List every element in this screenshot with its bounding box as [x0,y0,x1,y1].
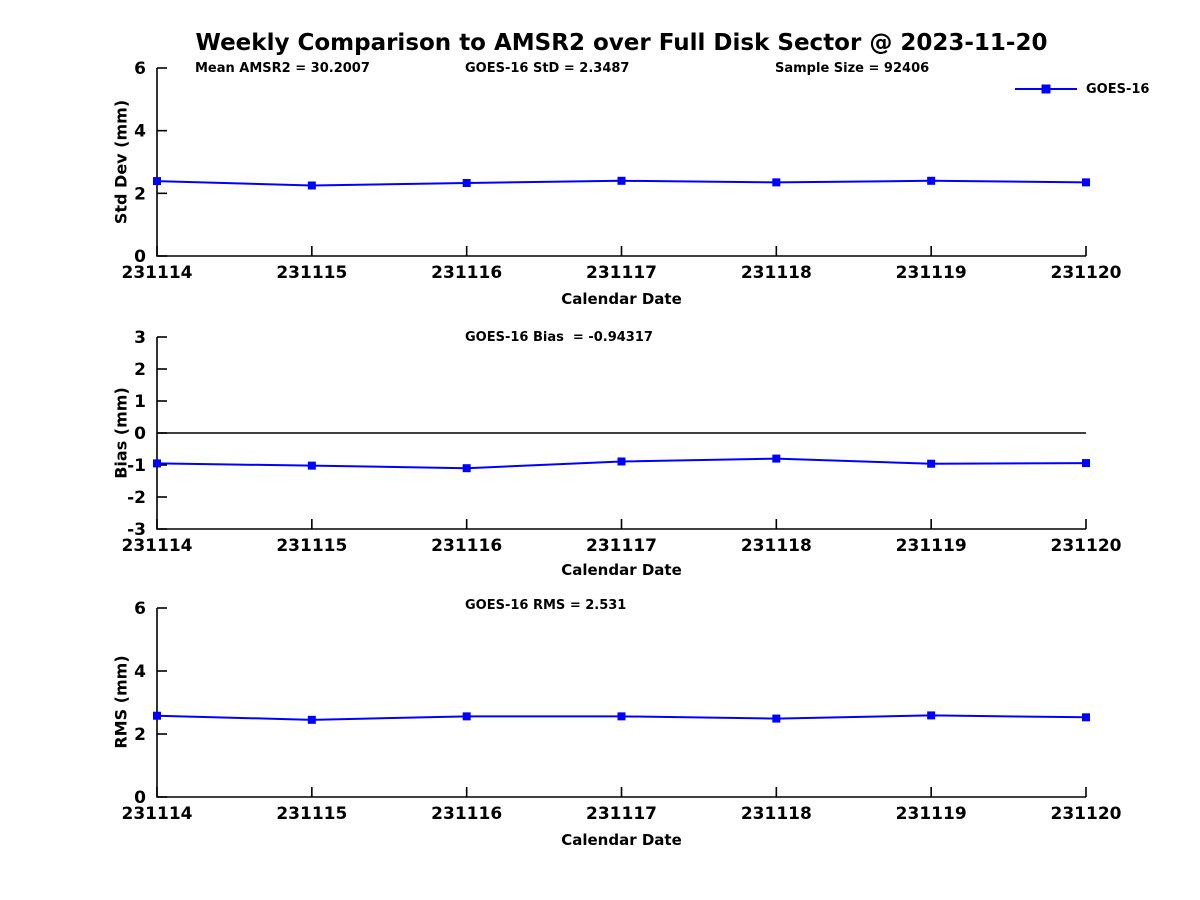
data-point-marker [307,181,316,190]
annotation-goes16-bias: GOES-16 Bias = -0.94317 [465,330,653,345]
y-tick-label: 4 [134,122,146,142]
data-point-marker [617,457,626,466]
y-tick-label: 2 [134,360,146,380]
annotation-mean-amsr2: Mean AMSR2 = 30.2007 [195,61,370,76]
x-tick-label: 231114 [122,263,193,283]
y-tick-label: 6 [134,599,146,619]
y-tick-label: -2 [127,488,146,508]
data-point-marker [772,178,781,187]
y-tick-label: 0 [134,424,146,444]
x-tick-label: 231114 [122,536,193,556]
subplot-3-axes [156,608,1086,798]
data-point-marker [307,715,316,724]
x-tick-label: 231118 [741,536,812,556]
data-point-marker [772,714,781,723]
y-tick-label: 2 [134,184,146,204]
legend-line-icon [1015,84,1077,94]
y-tick-label: 3 [134,328,146,348]
x-tick-label: 231116 [431,804,502,824]
annotation-goes16-std: GOES-16 StD = 2.3487 [465,61,630,76]
x-tick-label: 231118 [741,804,812,824]
annotation-goes16-rms: GOES-16 RMS = 2.531 [465,598,627,613]
legend-label: GOES-16 [1086,81,1150,97]
data-point-marker [772,454,781,463]
data-point-marker [927,711,936,720]
x-tick-label: 231115 [276,263,347,283]
data-point-marker [617,712,626,721]
x-tick-label: 231117 [586,804,657,824]
data-point-marker [153,177,161,186]
x-tick-label: 231114 [122,804,193,824]
x-tick-label: 231117 [586,536,657,556]
y-tick-label: 4 [134,662,146,682]
y-tick-label: -3 [127,520,146,540]
data-point-marker [462,464,471,473]
x-tick-label: 231119 [896,263,967,283]
x-tick-label: 231120 [1051,263,1122,283]
xlabel-calendar-date-1: Calendar Date [561,290,682,308]
x-tick-label: 231117 [586,263,657,283]
ylabel-std-dev: Std Dev (mm) [111,99,131,225]
data-point-marker [1082,713,1090,722]
data-point-marker [617,176,626,185]
data-point-marker [153,459,161,468]
xlabel-calendar-date-2: Calendar Date [561,561,682,579]
x-tick-label: 231119 [896,804,967,824]
chart-title: Weekly Comparison to AMSR2 over Full Dis… [195,30,1048,56]
subplot-1-axes [156,68,1086,257]
xlabel-calendar-date-3: Calendar Date [561,831,682,849]
x-tick-label: 231116 [431,536,502,556]
ylabel-rms: RMS (mm) [111,655,131,749]
x-tick-label: 231118 [741,263,812,283]
x-tick-label: 231120 [1051,804,1122,824]
data-point-marker [1082,459,1090,468]
legend: GOES-16 [1014,81,1149,97]
data-point-marker [462,178,471,187]
y-tick-label: 0 [134,247,146,267]
x-tick-label: 231120 [1051,536,1122,556]
data-point-marker [1082,178,1090,187]
data-point-marker [927,176,936,185]
y-tick-label: 2 [134,725,146,745]
y-tick-label: 0 [134,788,146,808]
x-tick-label: 231115 [276,536,347,556]
data-point-marker [307,461,316,470]
data-point-marker [153,711,161,720]
y-tick-label: -1 [127,456,146,476]
y-tick-label: 6 [134,59,146,79]
x-tick-label: 231115 [276,804,347,824]
data-point-marker [462,712,471,721]
x-tick-label: 231119 [896,536,967,556]
ylabel-bias: Bias (mm) [111,387,131,479]
x-tick-label: 231116 [431,263,502,283]
annotation-sample-size: Sample Size = 92406 [775,61,930,76]
y-tick-label: 1 [134,392,146,412]
data-point-marker [927,459,936,468]
